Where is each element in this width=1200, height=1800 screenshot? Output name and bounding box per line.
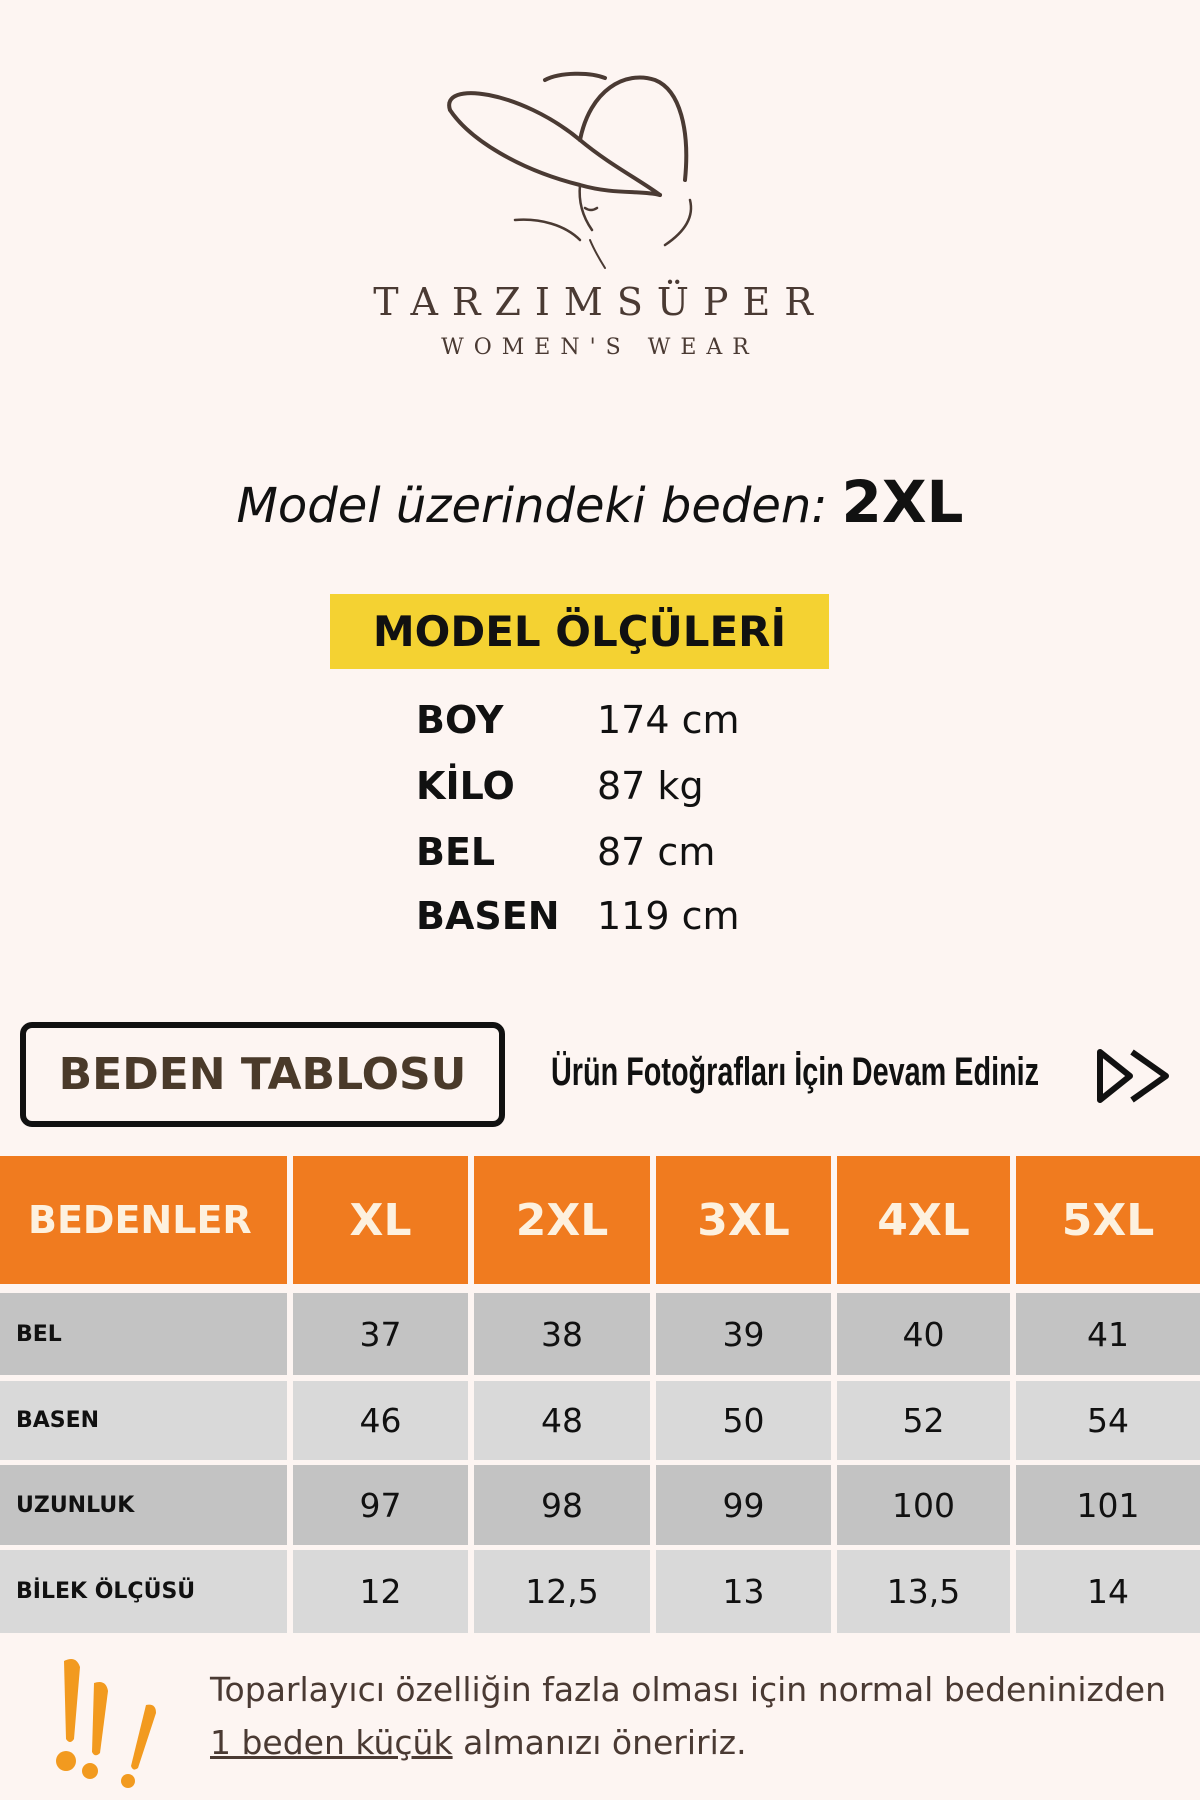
header-cell: 4XL [837, 1156, 1010, 1284]
row-label-cell: BASEN [0, 1381, 287, 1460]
measurement-row: BEL 87 cm [416, 830, 715, 874]
header-cell: XL [293, 1156, 468, 1284]
table-cell: 14 [1016, 1550, 1200, 1633]
size-table-label-box: BEDEN TABLOSU [20, 1022, 505, 1127]
measurement-value: 174 cm [597, 698, 740, 742]
model-measurements-title: MODEL ÖLÇÜLERİ [330, 594, 829, 669]
measurement-row: BASEN 119 cm [416, 894, 740, 938]
fast-forward-icon [1097, 1049, 1169, 1103]
model-size-line: Model üzerindeki beden: 2XL [0, 468, 1200, 536]
brand-tagline: WOMEN'S WEAR [441, 335, 759, 360]
note-line-2: 1 beden küçük almanızı öneririz. [210, 1723, 747, 1762]
measurement-label: BEL [416, 830, 496, 874]
measurement-value: 87 cm [597, 830, 716, 874]
model-size-value: 2XL [841, 468, 964, 536]
measurement-label: BOY [416, 698, 504, 742]
table-cell: 98 [474, 1465, 650, 1545]
table-cell: 101 [1016, 1465, 1200, 1545]
table-cell: 97 [293, 1465, 468, 1545]
measurement-row: BOY 174 cm [416, 698, 740, 742]
table-cell: 46 [293, 1381, 468, 1460]
table-cell: 12,5 [474, 1550, 650, 1633]
brand-name: TARZIMSÜPER [373, 280, 827, 324]
row-label-cell: BİLEK ÖLÇÜSÜ [0, 1550, 287, 1633]
header-cell: 5XL [1016, 1156, 1200, 1284]
table-cell: 99 [656, 1465, 831, 1545]
measurement-label: KİLO [416, 764, 515, 808]
table-cell: 12 [293, 1550, 468, 1633]
table-cell: 37 [293, 1293, 468, 1375]
note-line-1: Toparlayıcı özelliğin fazla olması için … [210, 1670, 1166, 1709]
measurement-value: 87 kg [597, 764, 704, 808]
continue-text: Ürün Fotoğrafları İçin Devam Ediniz [551, 1050, 1040, 1094]
table-cell: 50 [656, 1381, 831, 1460]
brand-logo-hat-woman [447, 71, 693, 269]
table-cell: 48 [474, 1381, 650, 1460]
header-cell: 2XL [474, 1156, 650, 1284]
exclamation-icon [56, 1659, 156, 1788]
header-cell: 3XL [656, 1156, 831, 1284]
table-cell: 41 [1016, 1293, 1200, 1375]
measurement-label: BASEN [416, 894, 560, 938]
table-cell: 39 [656, 1293, 831, 1375]
table-cell: 13,5 [837, 1550, 1010, 1633]
table-cell: 13 [656, 1550, 831, 1633]
row-label-cell: BEL [0, 1293, 287, 1375]
note-line-2-rest: almanızı öneririz. [452, 1723, 747, 1762]
table-cell: 52 [837, 1381, 1010, 1460]
note-underlined: 1 beden küçük [210, 1723, 453, 1762]
model-size-label: Model üzerindeki beden: [236, 478, 828, 534]
measurement-row: KİLO 87 kg [416, 764, 704, 808]
table-cell: 100 [837, 1465, 1010, 1545]
measurement-value: 119 cm [597, 894, 740, 938]
table-cell: 38 [474, 1293, 650, 1375]
table-cell: 40 [837, 1293, 1010, 1375]
row-label-cell: UZUNLUK [0, 1465, 287, 1545]
header-cell: BEDENLER [0, 1156, 287, 1284]
table-cell: 54 [1016, 1381, 1200, 1460]
